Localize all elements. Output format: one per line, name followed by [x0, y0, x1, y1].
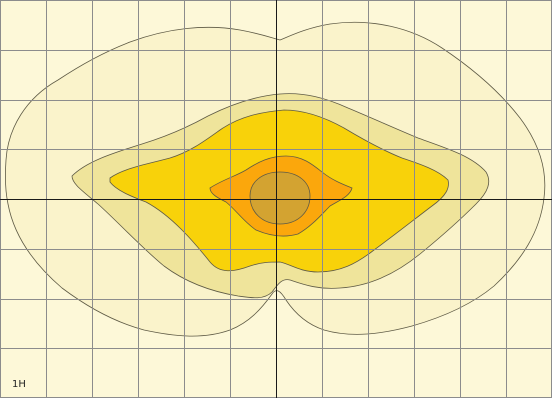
contour-levels — [5, 21, 546, 337]
contour-level-5 — [249, 171, 311, 225]
corner-label: 1H — [12, 379, 26, 390]
